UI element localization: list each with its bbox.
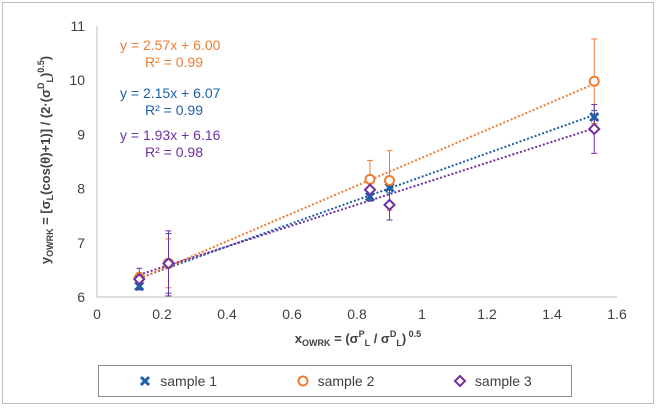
x-tick-label: 1 (418, 306, 426, 322)
legend-item-sample-3: sample 3 (453, 373, 532, 389)
x-tick-label: 0.8 (347, 306, 367, 322)
data-point-sample-3 (383, 198, 396, 212)
scatter-chart: 0 0.2 0.4 0.6 0.8 1 1.2 1.4 1.6 6 7 8 9 10 11 y = 2.15… (36, 18, 627, 348)
trendline-2 (138, 82, 595, 280)
trendlines (138, 82, 595, 280)
y-tick-label: 10 (69, 72, 85, 88)
data-point-sample-1 (364, 191, 376, 202)
x-tick-label: 1.4 (542, 306, 562, 322)
x-tick-label: 0.4 (217, 306, 237, 322)
data-points (132, 75, 601, 292)
y-tick-label: 6 (77, 289, 85, 305)
circle-marker-icon (297, 375, 309, 387)
data-point-sample-2 (364, 173, 376, 185)
error-bars (136, 38, 598, 297)
data-point-sample-2 (384, 174, 395, 186)
x-tick-label: 1.6 (607, 306, 627, 322)
x-tick-label: 0.2 (152, 306, 172, 322)
data-point-sample-3 (132, 272, 146, 286)
x-axis-title: xOWRK = (σPL / σDL) 0.5 (295, 329, 421, 348)
y-axis-title: yOWRK = [σL(cos(θ)+1)] / (2·(σDL)0.5) (36, 56, 55, 264)
legend-label: sample 2 (317, 373, 375, 389)
trendline-1 (138, 113, 595, 279)
trendline-r-squared: R² = 0.98 (145, 144, 203, 160)
y-tick-label: 11 (70, 18, 85, 34)
trendline-equation: y = 2.15x + 6.07 (120, 85, 221, 101)
trendline-equation: y = 2.57x + 6.00 (120, 37, 221, 53)
trendline-equation: y = 1.93x + 6.16 (120, 127, 221, 143)
trendline-r-squared: R² = 0.99 (145, 102, 203, 118)
data-point-sample-1 (589, 111, 600, 123)
x-tick-label: 0 (93, 306, 101, 322)
x-tick-label: 1.2 (477, 306, 497, 322)
legend-label: sample 1 (160, 373, 218, 389)
tick-labels: 0 0.2 0.4 0.6 0.8 1 1.2 1.4 1.6 6 7 8 9 10 11 (69, 18, 627, 322)
legend-item-sample-2: sample 2 (296, 373, 375, 389)
data-point-sample-3 (587, 122, 601, 136)
y-tick-label: 9 (77, 126, 85, 142)
legend-item-sample-1: sample 1 (138, 373, 217, 389)
diamond-marker-icon (453, 374, 467, 388)
chart-frame (2, 2, 654, 404)
trendline-r-squared: R² = 0.99 (145, 54, 203, 70)
x-tick-label: 0.6 (282, 306, 302, 322)
legend-label: sample 3 (474, 373, 532, 389)
data-point-sample-3 (162, 256, 175, 270)
data-point-sample-1 (134, 281, 145, 292)
y-tick-label: 8 (77, 181, 85, 197)
axes (96, 26, 617, 298)
data-point-sample-3 (363, 183, 377, 197)
y-tick-label: 7 (77, 235, 85, 251)
legend: sample 1 sample 2 sample 3 (98, 365, 572, 397)
x-marker-icon (140, 375, 151, 387)
trendline-3 (138, 127, 595, 276)
data-point-sample-2 (588, 75, 600, 87)
